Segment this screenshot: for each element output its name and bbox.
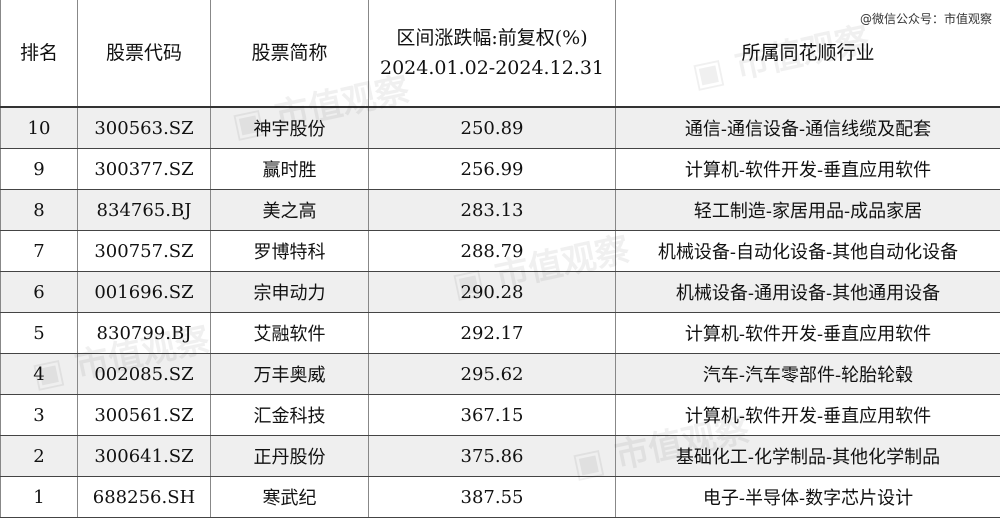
- cell-industry: 汽车-汽车零部件-轮胎轮毂: [615, 353, 1000, 395]
- cell-name: 赢时胜: [210, 148, 369, 190]
- cell-rank: 10: [0, 107, 78, 149]
- cell-rank: 7: [0, 230, 78, 272]
- header-row: 排名 股票代码 股票简称 区间涨跌幅:前复权(%) 2024.01.02-2024…: [0, 0, 1000, 108]
- cell-code: 300641.SZ: [77, 435, 211, 477]
- cell-rank: 3: [0, 394, 78, 436]
- cell-industry: 电子-半导体-数字芯片设计: [615, 476, 1000, 518]
- cell-change: 250.89: [368, 107, 616, 149]
- cell-name: 艾融软件: [210, 312, 369, 354]
- cell-name: 宗申动力: [210, 271, 369, 313]
- cell-industry: 基础化工-化学制品-其他化学制品: [615, 435, 1000, 477]
- cell-industry: 轻工制造-家居用品-成品家居: [615, 189, 1000, 231]
- cell-rank: 4: [0, 353, 78, 395]
- cell-industry: 机械设备-自动化设备-其他自动化设备: [615, 230, 1000, 272]
- cell-change: 375.86: [368, 435, 616, 477]
- cell-change: 288.79: [368, 230, 616, 272]
- cell-name: 神宇股份: [210, 107, 369, 149]
- cell-industry: 机械设备-通用设备-其他通用设备: [615, 271, 1000, 313]
- cell-industry: 通信-通信设备-通信线缆及配套: [615, 107, 1000, 149]
- table-row: 4 002085.SZ 万丰奥威 295.62 汽车-汽车零部件-轮胎轮毂: [0, 353, 1000, 395]
- cell-code: 300757.SZ: [77, 230, 211, 272]
- cell-rank: 9: [0, 148, 78, 190]
- cell-code: 002085.SZ: [77, 353, 211, 395]
- cell-change: 256.99: [368, 148, 616, 190]
- table-row: 7 300757.SZ 罗博特科 288.79 机械设备-自动化设备-其他自动化设备: [0, 230, 1000, 272]
- table-row: 1 688256.SH 寒武纪 387.55 电子-半导体-数字芯片设计: [0, 476, 1000, 518]
- table-row: 6 001696.SZ 宗申动力 290.28 机械设备-通用设备-其他通用设备: [0, 271, 1000, 313]
- header-change-period: 2024.01.02-2024.12.31: [380, 57, 604, 79]
- cell-name: 寒武纪: [210, 476, 369, 518]
- header-industry: 所属同花顺行业: [615, 0, 1000, 108]
- table-row: 10 300563.SZ 神宇股份 250.89 通信-通信设备-通信线缆及配套: [0, 107, 1000, 149]
- credit-text: @微信公众号：市值观察: [859, 12, 992, 26]
- cell-industry: 计算机-软件开发-垂直应用软件: [615, 394, 1000, 436]
- cell-change: 292.17: [368, 312, 616, 354]
- table-row: 2 300641.SZ 正丹股份 375.86 基础化工-化学制品-其他化学制品: [0, 435, 1000, 477]
- cell-rank: 2: [0, 435, 78, 477]
- cell-industry: 计算机-软件开发-垂直应用软件: [615, 148, 1000, 190]
- cell-name: 正丹股份: [210, 435, 369, 477]
- cell-name: 万丰奥威: [210, 353, 369, 395]
- cell-code: 830799.BJ: [77, 312, 211, 354]
- cell-change: 283.13: [368, 189, 616, 231]
- header-rank: 排名: [0, 0, 78, 108]
- cell-rank: 8: [0, 189, 78, 231]
- cell-industry: 计算机-软件开发-垂直应用软件: [615, 312, 1000, 354]
- cell-code: 300563.SZ: [77, 107, 211, 149]
- cell-change: 290.28: [368, 271, 616, 313]
- table-row: 5 830799.BJ 艾融软件 292.17 计算机-软件开发-垂直应用软件: [0, 312, 1000, 354]
- cell-rank: 5: [0, 312, 78, 354]
- cell-change: 387.55: [368, 476, 616, 518]
- table-row: 9 300377.SZ 赢时胜 256.99 计算机-软件开发-垂直应用软件: [0, 148, 1000, 190]
- cell-rank: 6: [0, 271, 78, 313]
- cell-code: 300561.SZ: [77, 394, 211, 436]
- cell-name: 美之高: [210, 189, 369, 231]
- cell-rank: 1: [0, 476, 78, 518]
- cell-code: 834765.BJ: [77, 189, 211, 231]
- cell-name: 汇金科技: [210, 394, 369, 436]
- header-name: 股票简称: [210, 0, 369, 108]
- header-change-title: 区间涨跌幅:前复权(%): [396, 27, 588, 49]
- table-row: 3 300561.SZ 汇金科技 367.15 计算机-软件开发-垂直应用软件: [0, 394, 1000, 436]
- header-code: 股票代码: [77, 0, 211, 108]
- cell-change: 367.15: [368, 394, 616, 436]
- header-change: 区间涨跌幅:前复权(%) 2024.01.02-2024.12.31: [368, 0, 616, 108]
- cell-code: 300377.SZ: [77, 148, 211, 190]
- cell-name: 罗博特科: [210, 230, 369, 272]
- cell-code: 001696.SZ: [77, 271, 211, 313]
- table-row: 8 834765.BJ 美之高 283.13 轻工制造-家居用品-成品家居: [0, 189, 1000, 231]
- cell-change: 295.62: [368, 353, 616, 395]
- cell-code: 688256.SH: [77, 476, 211, 518]
